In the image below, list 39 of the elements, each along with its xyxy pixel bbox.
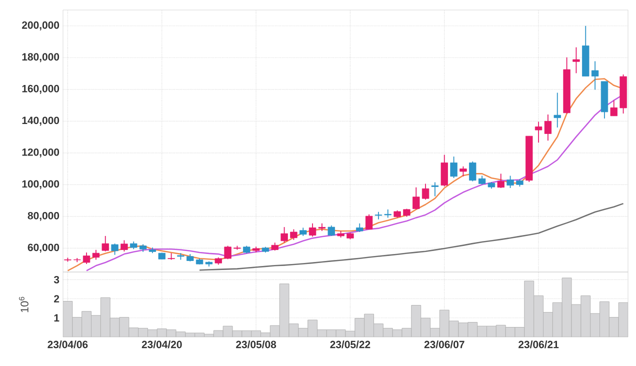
candlestick (554, 92, 561, 128)
x-tick-label: 23/06/21 (518, 340, 559, 348)
y-tick-label: 160,000 (22, 84, 60, 94)
y-tick-label: 100,000 (22, 180, 60, 190)
candlestick (111, 243, 118, 256)
candlestick (290, 228, 298, 240)
candlestick (460, 166, 467, 177)
candlestick (497, 173, 504, 188)
y-tick-label: 140,000 (22, 116, 60, 126)
candlestick (610, 100, 618, 116)
y-tick-label: 1 (54, 314, 60, 322)
y-tick-label: 200,000 (22, 21, 60, 30)
y-axis-title: 10$^{6}$ (18, 296, 28, 312)
candlestick (102, 236, 109, 252)
y-tick-label: 80,000 (28, 212, 60, 221)
candlestick (506, 175, 514, 188)
candlestick (412, 186, 420, 210)
y-tick-label: 120,000 (22, 148, 60, 158)
candlestick (572, 46, 580, 74)
y-tick-label: 180,000 (22, 53, 60, 62)
y-tick-label: 2 (54, 295, 60, 302)
candlestick (328, 225, 335, 236)
x-tick-label: 23/05/22 (330, 340, 370, 348)
candlestick (224, 245, 232, 260)
candlestick (431, 182, 439, 197)
candlestick (450, 156, 458, 178)
y-tick-label: 3 (54, 276, 60, 284)
candlestick (469, 161, 476, 182)
candlestick (120, 240, 128, 252)
candlestick (440, 154, 448, 187)
candlestick (422, 183, 430, 200)
x-tick-label: 23/04/06 (48, 340, 88, 348)
candlestick (591, 60, 599, 90)
candlestick (280, 226, 288, 244)
x-tick-label: 23/06/07 (424, 340, 464, 348)
x-tick-label: 23/04/20 (142, 340, 182, 348)
y-tick-label: 60,000 (28, 244, 60, 253)
x-tick-label: 23/05/08 (236, 340, 276, 348)
candlestick (365, 214, 373, 230)
